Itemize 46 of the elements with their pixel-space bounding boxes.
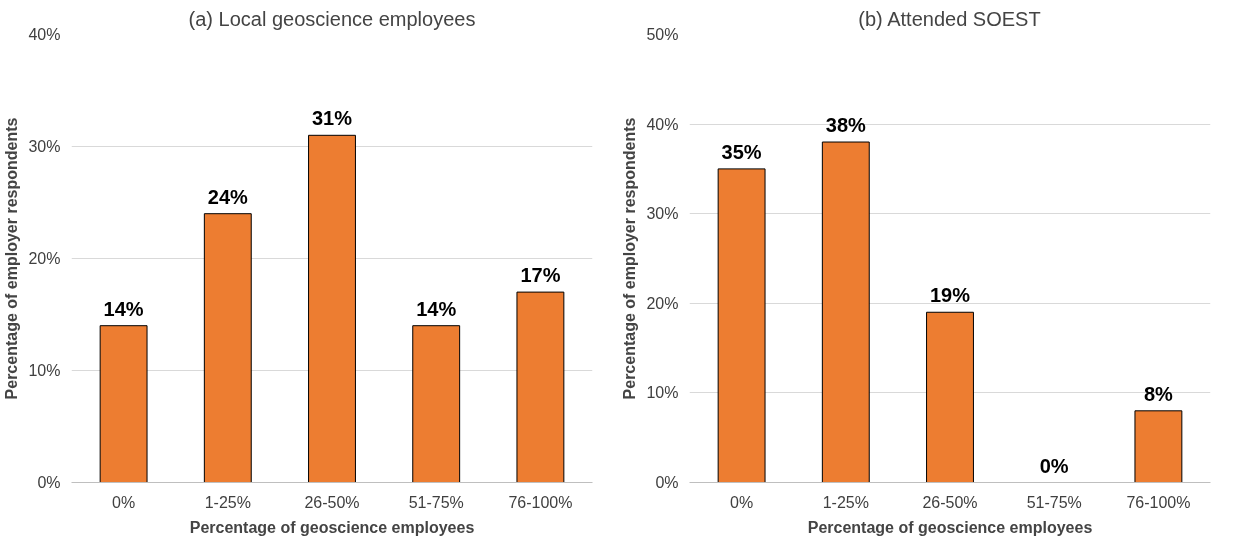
x-tick-label: 0% xyxy=(730,493,754,511)
y-tick-label: 40% xyxy=(646,115,679,133)
x-tick-label: 76-100% xyxy=(508,493,573,511)
y-axis-title: Percentage of employer respondents xyxy=(621,117,639,400)
x-axis-title: Percentage of geoscience employees xyxy=(807,518,1093,536)
bar xyxy=(1134,410,1183,483)
y-tick-label: 20% xyxy=(646,294,679,312)
bar xyxy=(717,168,766,483)
x-tick-label: 51-75% xyxy=(408,493,464,511)
y-tick-label: 50% xyxy=(646,26,679,43)
x-tick-label: 76-100% xyxy=(1126,493,1191,511)
chart-title: (a) Local geoscience employees xyxy=(188,7,476,30)
data-label: 24% xyxy=(207,185,249,208)
y-tick-label: 0% xyxy=(655,474,679,491)
data-label: 8% xyxy=(1143,382,1174,405)
y-tick-label: 20% xyxy=(28,250,61,267)
y-tick-label: 30% xyxy=(646,205,679,223)
data-label: 14% xyxy=(416,297,457,320)
bar xyxy=(99,325,148,483)
data-label: 38% xyxy=(825,114,867,137)
data-label: 0% xyxy=(1039,454,1069,477)
bar xyxy=(516,291,565,483)
bar xyxy=(821,141,870,483)
chart-title: (b) Attended SOEST xyxy=(858,7,1041,30)
y-tick-label: 10% xyxy=(646,384,679,402)
data-label: 14% xyxy=(103,297,144,320)
y-tick-label: 0% xyxy=(37,474,61,491)
x-tick-label: 26-50% xyxy=(304,493,360,511)
x-tick-label: 51-75% xyxy=(1026,493,1082,511)
bar xyxy=(308,134,356,483)
y-tick-label: 10% xyxy=(28,362,61,379)
x-tick-label: 0% xyxy=(112,493,136,511)
x-tick-label: 1-25% xyxy=(204,493,251,511)
bar xyxy=(412,325,461,483)
data-label: 31% xyxy=(311,107,353,130)
y-tick-label: 30% xyxy=(28,138,61,155)
y-tick-label: 40% xyxy=(28,26,61,43)
data-label: 17% xyxy=(520,264,561,287)
y-axis-title: Percentage of employer respondents xyxy=(3,117,21,400)
data-label: 35% xyxy=(721,140,762,163)
x-tick-label: 26-50% xyxy=(922,493,978,511)
x-axis-title: Percentage of geoscience employees xyxy=(189,518,475,536)
bar xyxy=(926,311,974,483)
data-label: 19% xyxy=(929,284,971,307)
x-tick-label: 1-25% xyxy=(822,493,869,511)
bar xyxy=(203,213,252,483)
